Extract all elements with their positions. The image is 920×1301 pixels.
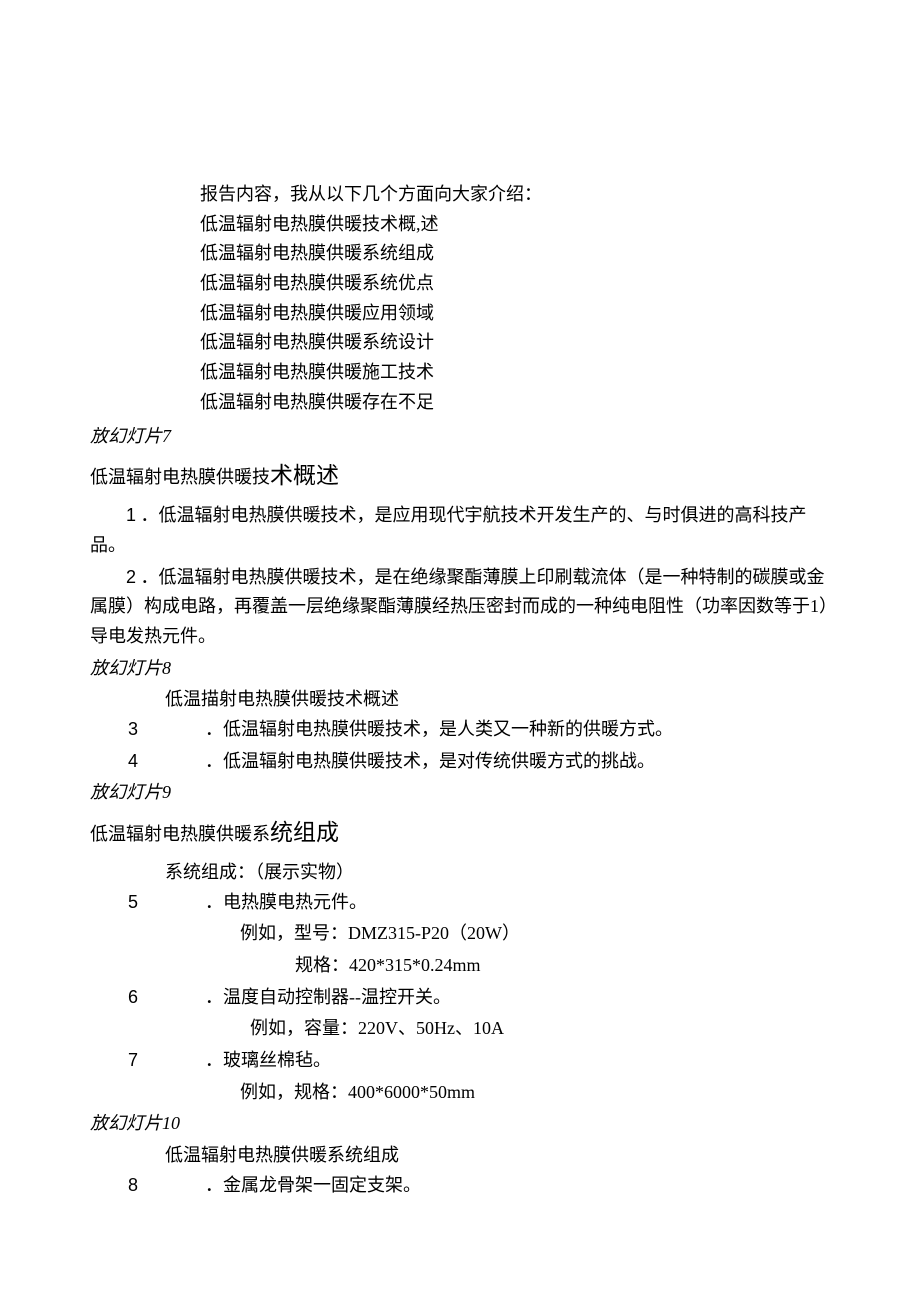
slide7-title: 低温辐射电热膜供暖技术概述 xyxy=(90,457,830,495)
num-3: 3 xyxy=(90,715,205,745)
intro-item: 低温辐射电热膜供暖系统优点 xyxy=(200,269,830,299)
slide7-para-1: 1 ．低温辐射电热膜供暖技术，是应用现代宇航技术开发生产的、与时俱进的高科技产品… xyxy=(90,501,830,560)
slide10-line-8: 8．金属龙骨架一固定支架。 xyxy=(90,1171,830,1201)
slide-marker-9: 放幻灯片9 xyxy=(90,778,830,808)
num-1: 1 xyxy=(126,505,136,525)
slide9-line-6: 6．温度自动控制器--温控开关。 xyxy=(90,983,830,1013)
slide9-l5-ex1: 例如，型号：DMZ315-P20（20W） xyxy=(240,919,830,949)
intro-item: 低温辐射电热膜供暖应用领域 xyxy=(200,299,830,329)
slide8-line-3: 3．低温辐射电热膜供暖技术，是人类又一种新的供暖方式。 xyxy=(90,715,830,745)
slide-marker-10: 放幻灯片10 xyxy=(90,1109,830,1139)
slide10-l8-text: ．金属龙骨架一固定支架。 xyxy=(205,1175,421,1195)
slide-marker-7: 放幻灯片7 xyxy=(90,422,830,452)
num-6: 6 xyxy=(90,983,205,1013)
slide10-heading: 低温辐射电热膜供暖系统组成 xyxy=(165,1141,830,1171)
intro-lead: 报告内容，我从以下几个方面向大家介绍： xyxy=(200,180,830,210)
intro-item: 低温辐射电热膜供暖系统设计 xyxy=(200,328,830,358)
intro-item: 低温辐射电热膜供暖系统组成 xyxy=(200,239,830,269)
slide9-sub: 系统组成：（展示实物） xyxy=(165,858,830,888)
slide9-l6-ex1: 例如，容量：220V、50Hz、10A xyxy=(250,1014,830,1044)
slide8-heading: 低温描射电热膜供暖技术概述 xyxy=(165,685,830,715)
slide8-l3-text: ．低温辐射电热膜供暖技术，是人类又一种新的供暖方式。 xyxy=(205,719,673,739)
slide9-l5-ex2: 规格：420*315*0.24mm xyxy=(295,951,830,981)
slide-marker-8: 放幻灯片8 xyxy=(90,654,830,684)
slide9-title-part-b: 统组成 xyxy=(270,820,339,845)
slide9-l7-text: ．玻璃丝棉毡。 xyxy=(205,1050,331,1070)
num-5: 5 xyxy=(90,888,205,918)
slide9-line-5: 5．电热膜电热元件。 xyxy=(90,888,830,918)
intro-block: 报告内容，我从以下几个方面向大家介绍： 低温辐射电热膜供暖技术概,述 低温辐射电… xyxy=(200,180,830,418)
slide9-title-part-a: 低温辐射电热膜供暖系 xyxy=(90,824,270,844)
slide9-title: 低温辐射电热膜供暖系统组成 xyxy=(90,814,830,852)
slide7-p1-text: ．低温辐射电热膜供暖技术，是应用现代宇航技术开发生产的、与时俱进的高科技产品。 xyxy=(90,505,807,555)
slide9-l7-ex1: 例如，规格：400*6000*50mm xyxy=(240,1078,830,1108)
num-7: 7 xyxy=(90,1046,205,1076)
slide9-l5-text: ．电热膜电热元件。 xyxy=(205,892,367,912)
intro-item: 低温辐射电热膜供暖存在不足 xyxy=(200,388,830,418)
slide8-l4-text: ．低温辐射电热膜供暖技术，是对传统供暖方式的挑战。 xyxy=(205,751,655,771)
slide9-line-7: 7．玻璃丝棉毡。 xyxy=(90,1046,830,1076)
slide7-para-2: 2 ．低温辐射电热膜供暖技术，是在绝缘聚酯薄膜上印刷载流体（是一种特制的碳膜或金… xyxy=(90,563,830,652)
num-8: 8 xyxy=(90,1171,205,1201)
slide7-title-part-b: 术概述 xyxy=(270,463,339,488)
slide9-l6-text: ．温度自动控制器--温控开关。 xyxy=(205,987,451,1007)
slide7-p2-text: ．低温辐射电热膜供暖技术，是在绝缘聚酯薄膜上印刷载流体（是一种特制的碳膜或金属膜… xyxy=(90,567,828,646)
num-4: 4 xyxy=(90,747,205,777)
intro-item: 低温辐射电热膜供暖技术概,述 xyxy=(200,210,830,240)
slide8-line-4: 4．低温辐射电热膜供暖技术，是对传统供暖方式的挑战。 xyxy=(90,747,830,777)
intro-item: 低温辐射电热膜供暖施工技术 xyxy=(200,358,830,388)
slide7-title-part-a: 低温辐射电热膜供暖技 xyxy=(90,467,270,487)
num-2: 2 xyxy=(126,567,136,587)
document-page: 报告内容，我从以下几个方面向大家介绍： 低温辐射电热膜供暖技术概,述 低温辐射电… xyxy=(0,0,920,1263)
